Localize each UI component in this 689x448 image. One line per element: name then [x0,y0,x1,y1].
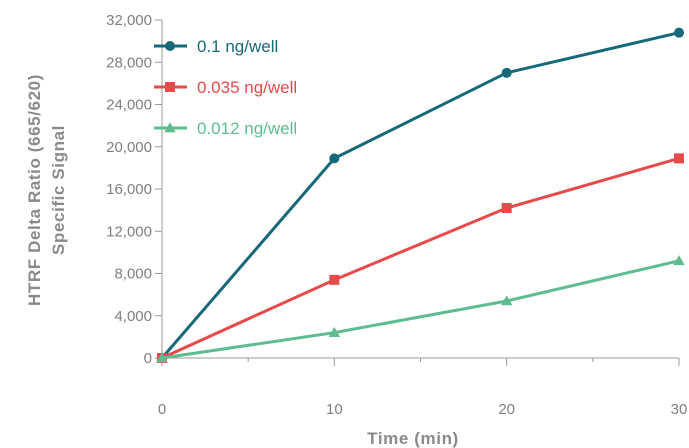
data-point-triangle [156,352,168,363]
axes: 0 4,000 8,000 12,000 16,000 20,000 24,000 28,00… [106,12,687,418]
legend-label: 0.1 ng/well [197,37,278,56]
y-axis-title-line2: Specific Signal [49,125,68,255]
data-point-triangle [673,255,685,266]
y-tick-label: 12,000 [106,223,152,240]
legend-label: 0.012 ng/well [197,119,297,138]
data-point-square [329,274,340,285]
legend: 0.1 ng/well 0.035 ng/well 0.012 ng/well [154,37,297,138]
data-point-triangle [500,295,513,306]
y-axis-title-line1: HTRF Delta Ratio (665/620) [25,74,44,306]
y-tick-label: 16,000 [106,181,152,198]
data-point-square [165,82,175,92]
y-tick-label: 32,000 [106,12,152,29]
data-point-circle [501,67,512,78]
series-layer [156,27,685,363]
x-tick-label: 30 [671,401,688,418]
data-point-circle [329,153,340,164]
data-point-square [501,203,512,214]
series-2 [157,153,684,363]
data-point-triangle [328,326,341,337]
y-tick-label: 28,000 [106,54,152,71]
x-tick-label: 10 [326,401,343,418]
data-point-circle [674,27,684,38]
y-tick-label: 24,000 [106,97,152,114]
x-axis-title: Time (min) [367,429,459,448]
y-tick-label: 20,000 [106,139,152,156]
y-tick-label: 0 [144,350,152,367]
data-point-square [674,153,684,164]
series-line [160,31,680,359]
legend-item-1: 0.1 ng/well [154,37,278,56]
x-tick-label: 20 [498,401,515,418]
series-line [161,259,680,360]
x-tick-label: 0 [158,401,166,418]
data-point-circle [165,41,175,51]
y-tick-label: 4,000 [114,308,152,325]
series-3 [156,255,685,363]
legend-item-3: 0.012 ng/well [154,119,297,138]
legend-label: 0.035 ng/well [197,78,297,97]
data-point-triangle [164,122,176,133]
legend-item-2: 0.035 ng/well [154,78,297,97]
series-line [161,156,680,360]
y-tick-label: 8,000 [114,266,152,283]
